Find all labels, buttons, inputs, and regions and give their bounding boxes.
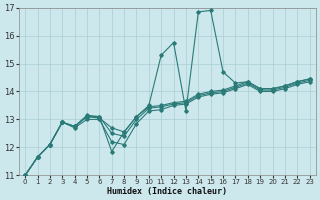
X-axis label: Humidex (Indice chaleur): Humidex (Indice chaleur)	[108, 187, 228, 196]
